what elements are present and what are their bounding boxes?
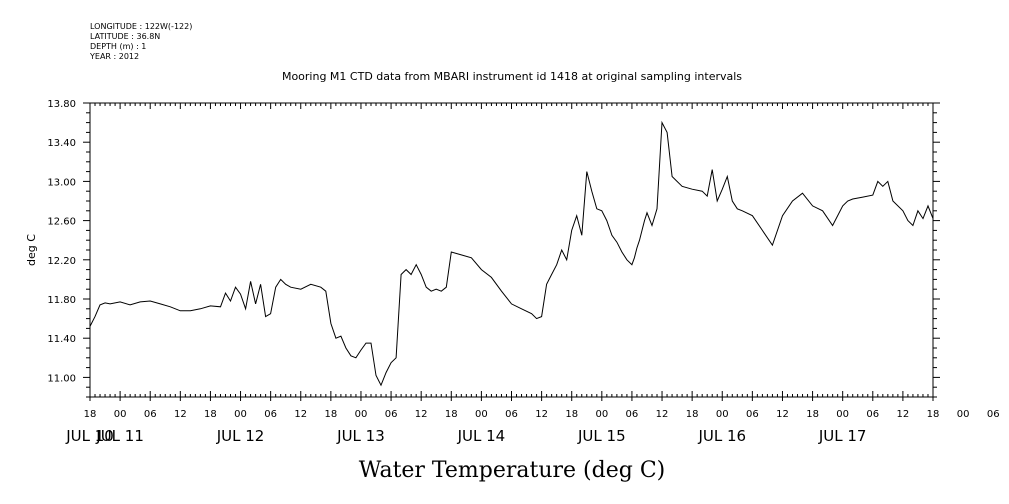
- x-tick-label: 12: [174, 409, 187, 420]
- x-tick-label: 00: [836, 409, 849, 420]
- x-tick-labels: 18 00 06 12 18 00 06 12 18 00 06 12 18 00 06 12 18 00 06 12…: [84, 409, 1000, 420]
- y-tick-labels: 11.00 11.40 11.80 12.20 12.60 13.00 13.40 13.80: [47, 99, 76, 384]
- x-tick-label: 00: [475, 409, 488, 420]
- x-tick-label: 00: [114, 409, 127, 420]
- metadata-block: LONGITUDE : 122W(-122) LATITUDE : 36.8N …: [90, 22, 192, 62]
- x-tick-label: 18: [927, 409, 940, 420]
- y-tick-label: 13.40: [47, 138, 76, 149]
- y-tick-label: 12.20: [47, 256, 76, 267]
- x-tick-label: 00: [716, 409, 729, 420]
- day-label: JUL 13: [336, 427, 385, 445]
- x-tick-label: 06: [264, 409, 277, 420]
- x-tick-label: 18: [204, 409, 217, 420]
- x-tick-label: 18: [84, 409, 97, 420]
- x-tick-label: 18: [806, 409, 819, 420]
- plot-frame: [89, 102, 934, 398]
- day-label: JUL 12: [216, 427, 265, 445]
- temperature-series-line: [89, 120, 934, 387]
- y-tick-label: 13.00: [47, 177, 76, 188]
- y-tick-label: 11.40: [47, 334, 76, 345]
- axis-ticks: [83, 102, 940, 401]
- x-tick-label: 06: [144, 409, 157, 420]
- x-tick-label: 18: [565, 409, 578, 420]
- x-tick-label: 00: [595, 409, 608, 420]
- x-tick-label: 06: [866, 409, 879, 420]
- y-axis-label: deg C: [25, 234, 38, 266]
- day-label: JUL 14: [457, 427, 506, 445]
- x-tick-label: 12: [656, 409, 669, 420]
- x-tick-label: 06: [626, 409, 639, 420]
- x-tick-label: 06: [505, 409, 518, 420]
- y-tick-label: 11.80: [47, 295, 76, 306]
- x-tick-label: 12: [897, 409, 910, 420]
- depth-label: DEPTH (m) : 1: [90, 42, 147, 51]
- x-axis-label: Water Temperature (deg C): [359, 458, 666, 483]
- day-label: JUL 11: [95, 427, 144, 445]
- x-tick-label: 12: [294, 409, 307, 420]
- x-tick-label: 00: [234, 409, 247, 420]
- day-label: JUL 15: [577, 427, 626, 445]
- x-tick-label: 18: [445, 409, 458, 420]
- day-label: JUL 16: [697, 427, 746, 445]
- y-tick-label: 11.00: [47, 373, 76, 384]
- longitude-label: LONGITUDE : 122W(-122): [90, 22, 193, 31]
- year-label: YEAR : 2012: [90, 52, 140, 61]
- day-label: JUL 17: [818, 427, 867, 445]
- x-tick-label: 06: [746, 409, 759, 420]
- latitude-label: LATITUDE : 36.8N: [90, 32, 161, 41]
- y-tick-label: 12.60: [47, 217, 76, 228]
- x-tick-label: 12: [776, 409, 789, 420]
- x-tick-label: 00: [957, 409, 970, 420]
- x-tick-label: 12: [535, 409, 548, 420]
- x-tick-label: 00: [355, 409, 368, 420]
- day-label: JUL 10: [65, 427, 114, 445]
- y-tick-label: 13.80: [47, 99, 76, 110]
- x-tick-label: 06: [385, 409, 398, 420]
- x-tick-label: 06: [987, 409, 1000, 420]
- chart-title: Mooring M1 CTD data from MBARI instrumen…: [282, 70, 742, 83]
- x-tick-label: 18: [686, 409, 699, 420]
- x-tick-label: 12: [415, 409, 428, 420]
- x-tick-label: 18: [324, 409, 337, 420]
